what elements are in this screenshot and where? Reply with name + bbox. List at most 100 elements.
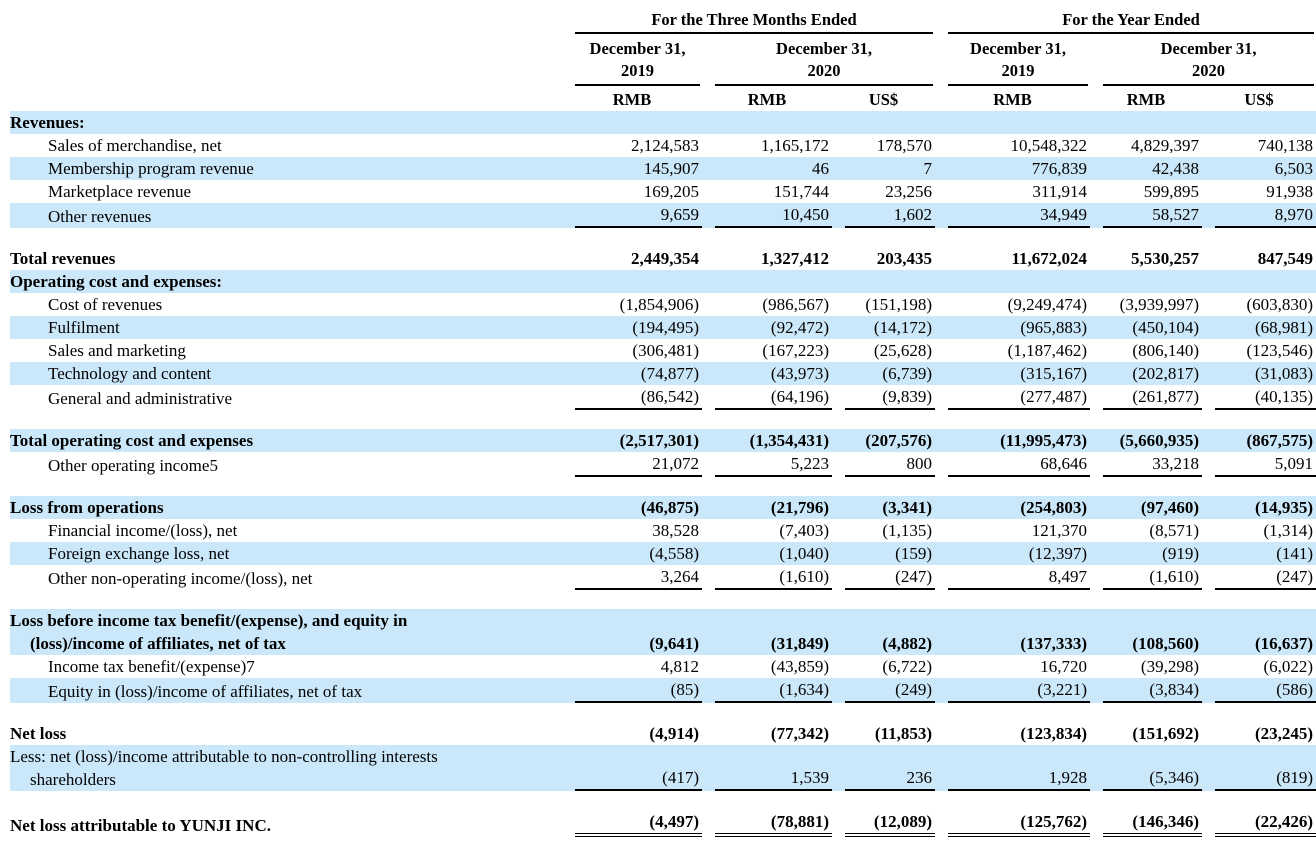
cell-value: 42,438: [1152, 159, 1199, 178]
cell-value: (167,223): [762, 341, 829, 360]
cell-value: (965,883): [1020, 318, 1087, 337]
table-row: Marketplace revenue 169,205 151,744 23,256 3…: [10, 180, 1316, 203]
row-label: Less: net (loss)/income attributable to …: [10, 747, 438, 789]
spacer-row: [10, 590, 1316, 609]
cell-value: 5,091: [1202, 452, 1316, 477]
cell-value: 6,503: [1274, 159, 1314, 178]
cell-value: 740,138: [1257, 136, 1314, 155]
cell-value: (586): [1202, 678, 1316, 703]
row-label: Financial income/(loss), net: [48, 521, 238, 540]
cell-value: 236: [832, 745, 935, 791]
cell-value: 5,223: [702, 452, 832, 477]
cell-value: (137,333): [1020, 634, 1087, 653]
cell-value: 21,072: [562, 452, 702, 477]
cell-value: 23,256: [885, 182, 932, 201]
table-row: Technology and content (74,877) (43,973) (6…: [10, 362, 1316, 385]
cell-value: (14,935): [1254, 498, 1314, 517]
spacer-cell: [10, 477, 1316, 496]
cell-value: 599,895: [1143, 182, 1199, 201]
cell-value: 3,264: [562, 565, 702, 590]
row-label: Total operating cost and expenses: [10, 431, 254, 450]
cell-value: (68,981): [1254, 318, 1314, 337]
row-label: Fulfilment: [48, 318, 120, 337]
cell-value: (867,575): [1246, 431, 1314, 450]
table-row: Income tax benefit/(expense)7 4,812 (43,85…: [10, 655, 1316, 678]
table-row: Loss before income tax benefit/(expense)…: [10, 609, 1316, 655]
cell-value: (603,830): [1246, 295, 1314, 314]
cell-value: 776,839: [1031, 159, 1087, 178]
cell-value: (46,875): [640, 498, 699, 517]
cell-value: [562, 111, 702, 134]
cell-value: (43,859): [770, 657, 829, 676]
cell-value: 1,327,412: [761, 249, 829, 268]
cell-value: (31,849): [770, 634, 829, 653]
unit-header: RMB: [993, 90, 1032, 109]
currency-unit-header-row: RMB RMB US$ RMB RMB US$: [10, 86, 1316, 111]
cell-value: (78,881): [702, 810, 832, 837]
date-header-3m-2020: December 31, 2020: [702, 34, 935, 86]
date-header-label: December 31, 2019: [948, 34, 1088, 86]
date-header-fy-2020: December 31, 2020: [1090, 34, 1316, 86]
cell-value: 34,949: [935, 203, 1090, 228]
cell-value: (277,487): [935, 385, 1090, 410]
spacer-cell: [10, 791, 1316, 810]
cell-value: 4,829,397: [1131, 136, 1199, 155]
date-header-3m-2019: December 31, 2019: [562, 34, 702, 86]
row-label: Technology and content: [48, 364, 212, 383]
cell-value: (3,939,997): [1119, 295, 1199, 314]
row-label: Membership program revenue: [48, 159, 254, 178]
cell-value: (1,854,906): [619, 295, 699, 314]
header-spacer: [10, 86, 562, 111]
cell-value: (1,610): [702, 565, 832, 590]
cell-value: (7,403): [779, 521, 829, 540]
cell-value: (14,172): [873, 318, 932, 337]
spacer-row: [10, 791, 1316, 810]
table-row: Cost of revenues (1,854,906) (986,567) (151…: [10, 293, 1316, 316]
cell-value: (86,542): [562, 385, 702, 410]
group-header-year: For the Year Ended: [935, 8, 1316, 34]
cell-value: (64,196): [702, 385, 832, 410]
cell-value: 2,124,583: [631, 136, 699, 155]
table-row: Foreign exchange loss, net (4,558) (1,040)…: [10, 542, 1316, 565]
cell-value: [1090, 270, 1202, 293]
cell-value: 311,914: [1032, 182, 1087, 201]
group-header-three-months: For the Three Months Ended: [562, 8, 935, 34]
cell-value: (6,739): [882, 364, 932, 383]
cell-value: (4,558): [649, 544, 699, 563]
cell-value: 16,720: [1040, 657, 1087, 676]
cell-value: (16,637): [1254, 634, 1314, 653]
cell-value: (1,314): [1263, 521, 1314, 540]
period-group-header-row: For the Three Months Ended For the Year …: [10, 8, 1316, 34]
cell-value: (261,877): [1090, 385, 1202, 410]
group-header-year-label: For the Year Ended: [948, 8, 1315, 34]
cell-value: 58,527: [1090, 203, 1202, 228]
cell-value: [1202, 111, 1316, 134]
cell-value: (819): [1202, 745, 1316, 791]
table-row: Operating cost and expenses:: [10, 270, 1316, 293]
spacer-row: [10, 228, 1316, 247]
cell-value: (23,245): [1254, 724, 1314, 743]
cell-value: (247): [1202, 565, 1316, 590]
cell-value: (306,481): [632, 341, 699, 360]
row-label: Net loss: [10, 724, 67, 743]
cell-value: 1,928: [935, 745, 1090, 791]
cell-value: (1,610): [1090, 565, 1202, 590]
table-row: Fulfilment (194,495) (92,472) (14,172) (965,…: [10, 316, 1316, 339]
row-label: Net loss attributable to YUNJI INC.: [10, 816, 271, 835]
spacer-cell: [10, 228, 1316, 247]
row-label: Loss from operations: [10, 498, 164, 517]
cell-value: (159): [895, 544, 932, 563]
cell-value: 38,528: [652, 521, 699, 540]
unit-header: RMB: [1126, 90, 1166, 109]
cell-value: (22,426): [1202, 810, 1316, 837]
row-label: Foreign exchange loss, net: [48, 544, 230, 563]
cell-value: 33,218: [1090, 452, 1202, 477]
cell-value: 9,659: [562, 203, 702, 228]
table-row: Equity in (loss)/income of affiliates, n…: [10, 678, 1316, 703]
cell-value: (5,346): [1090, 745, 1202, 791]
cell-value: 1,165,172: [761, 136, 829, 155]
cell-value: 800: [832, 452, 935, 477]
cell-value: (123,834): [1020, 724, 1087, 743]
row-label: Operating cost and expenses:: [10, 272, 223, 291]
cell-value: (141): [1276, 544, 1314, 563]
